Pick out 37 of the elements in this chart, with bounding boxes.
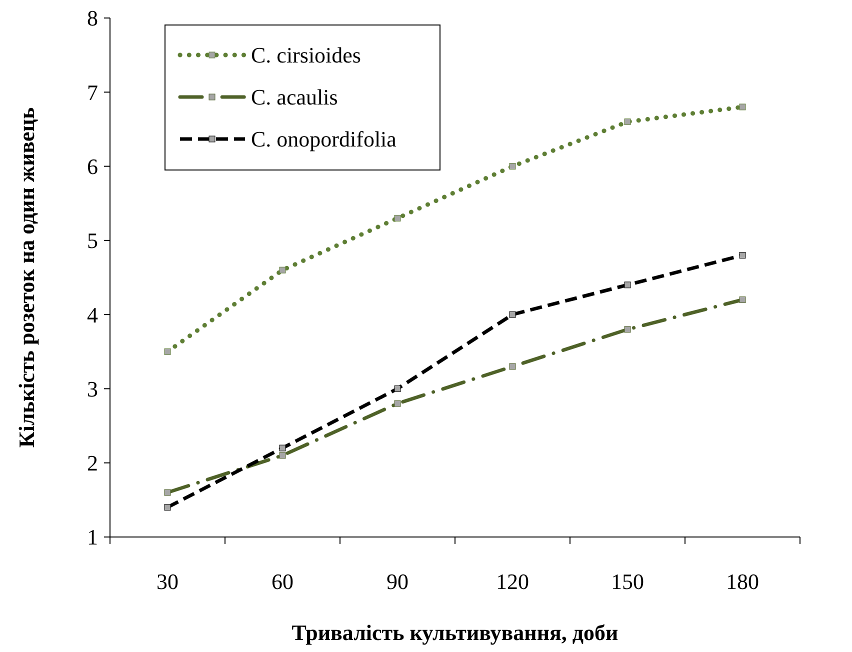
y-tick-label: 4	[87, 302, 98, 328]
point	[739, 296, 746, 303]
point	[394, 385, 401, 392]
y-tick-label: 1	[87, 524, 98, 550]
point	[394, 214, 401, 222]
x-tick-label: 90	[386, 569, 408, 594]
point	[509, 311, 516, 318]
point	[279, 266, 286, 274]
point	[279, 452, 286, 459]
x-tick-label: 120	[496, 569, 529, 594]
y-tick-label: 3	[87, 376, 98, 402]
x-tick-label: 180	[726, 569, 759, 594]
y-tick-label: 2	[87, 450, 98, 476]
legend-label: C. cirsioides	[251, 42, 361, 68]
point	[394, 400, 401, 407]
point	[279, 444, 286, 452]
x-tick-label: 30	[156, 569, 178, 594]
point	[739, 252, 746, 259]
point	[624, 326, 631, 333]
x-axis-title: Тривалість культивування, доби	[292, 620, 619, 645]
y-tick-label: 5	[87, 228, 98, 254]
point	[164, 348, 171, 355]
x-tick-label: 60	[272, 569, 294, 594]
y-tick-label: 6	[87, 154, 98, 179]
point	[509, 163, 516, 170]
y-tick-label: 8	[87, 6, 98, 31]
y-axis-title: Кількість розеток на один живець	[14, 107, 39, 448]
legend-label: C. acaulis	[251, 84, 338, 110]
point	[624, 282, 631, 288]
legend-label: C. onopordifolia	[251, 126, 397, 152]
point	[164, 489, 171, 496]
y-tick-label: 7	[87, 80, 98, 105]
x-tick-label: 150	[611, 569, 644, 594]
point	[164, 504, 171, 511]
point	[624, 118, 631, 126]
point	[509, 363, 516, 370]
point	[739, 104, 746, 110]
